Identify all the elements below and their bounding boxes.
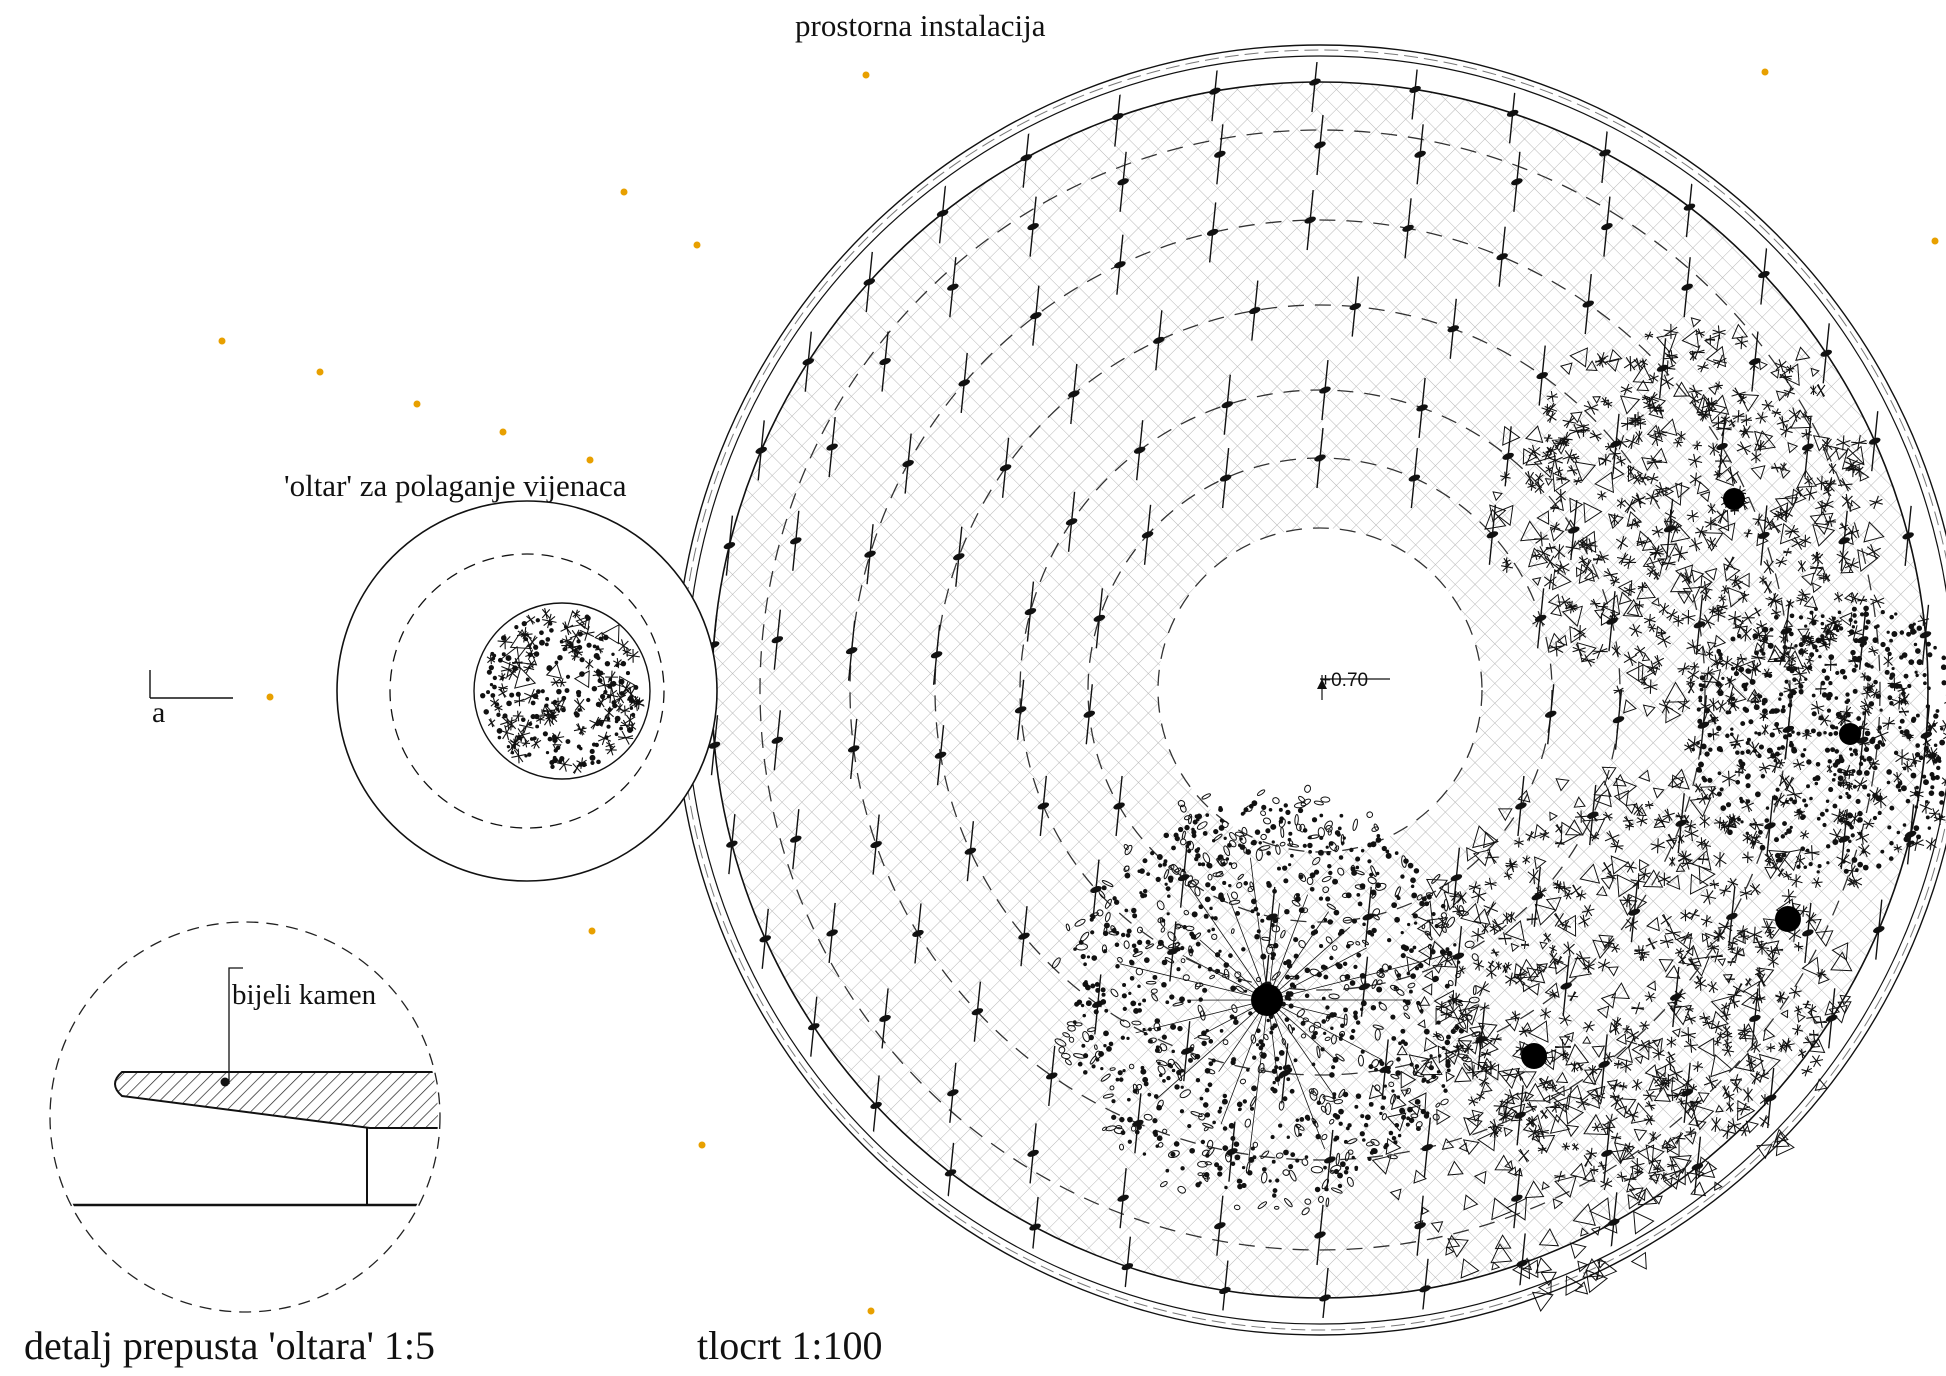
section-marker-label: a <box>152 696 166 729</box>
stone-label: bijeli kamen <box>232 979 377 1011</box>
stone-slab <box>114 1071 438 1129</box>
detail-title: detalj prepusta 'oltara' 1:5 <box>24 1323 435 1368</box>
altar-dashed-circle <box>389 553 665 829</box>
level-marker <box>1317 675 1390 700</box>
detail-dashed-circle <box>49 921 441 1313</box>
installation-label: prostorna instalacija <box>795 8 1046 43</box>
level-label: +0.70 <box>1320 670 1369 691</box>
orange-dots <box>218 68 1939 1315</box>
altar-wreath-scatter <box>480 607 645 774</box>
stone-leader <box>220 967 243 1087</box>
plan-title: tlocrt 1:100 <box>697 1323 883 1368</box>
rods-layer <box>707 62 1933 1318</box>
scatter-layer <box>1051 317 1946 1312</box>
large-dots <box>1251 488 1861 1069</box>
altar-label: 'oltar' za polaganje vijenaca <box>284 468 627 503</box>
detail-view <box>49 921 441 1313</box>
main-plan <box>674 44 1946 1336</box>
central-clearing <box>1158 528 1482 852</box>
section-marker <box>149 670 233 699</box>
altar-plan <box>336 500 718 882</box>
